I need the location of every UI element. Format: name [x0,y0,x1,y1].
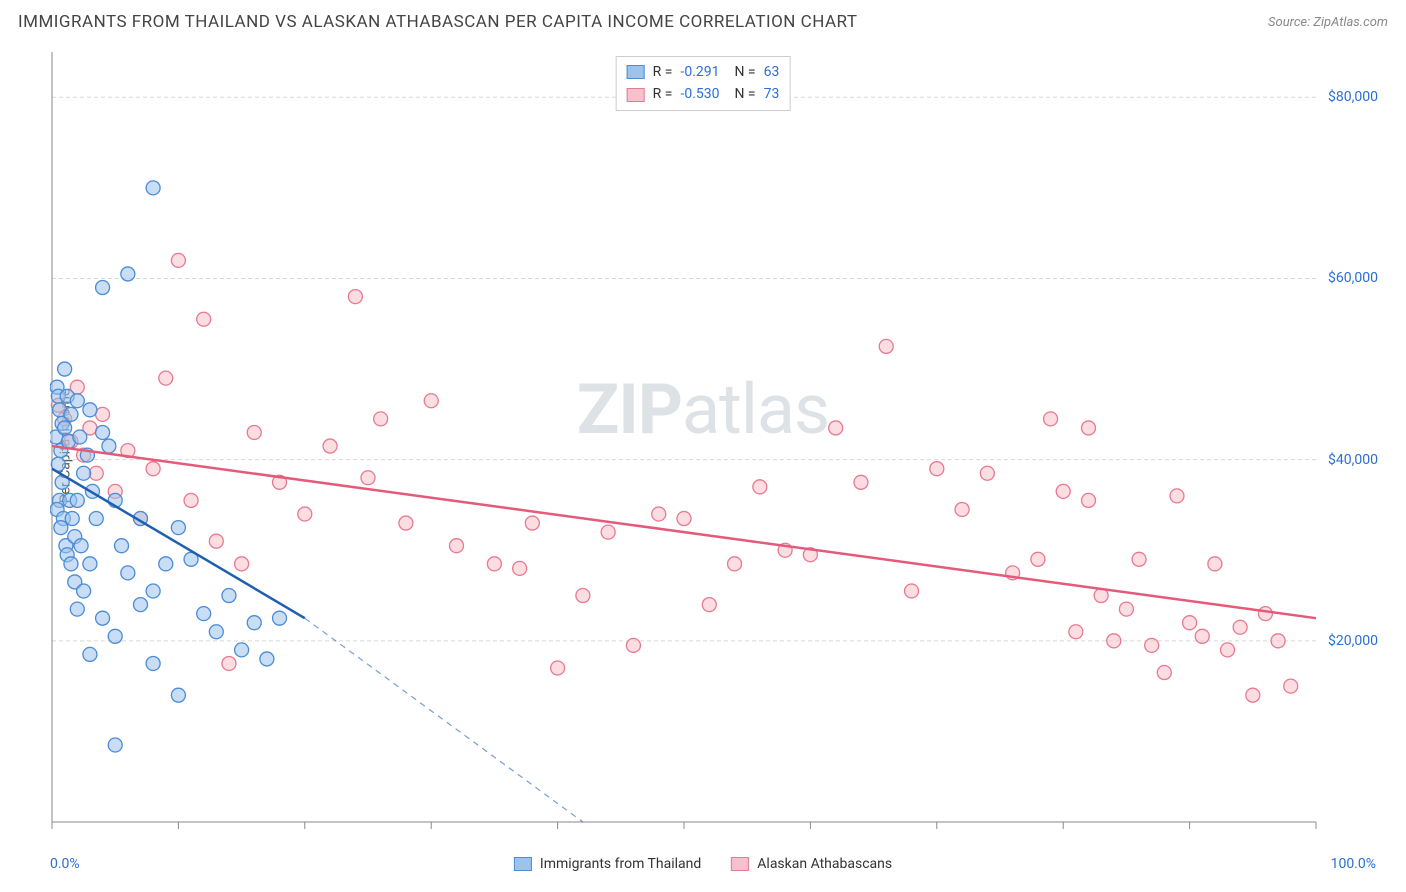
swatch-blue [514,857,532,871]
legend-row-blue: R = -0.291 N = 63 [627,61,780,83]
n-label: N = [728,83,756,105]
r-label: R = [653,61,673,83]
n-label: N = [728,61,756,83]
n-value-blue: 63 [764,61,780,83]
legend-row-pink: R = -0.530 N = 73 [627,83,780,105]
r-value-pink: -0.530 [680,83,719,105]
legend-item-blue: Immigrants from Thailand [514,856,701,872]
swatch-pink [627,88,645,102]
series-legend: Immigrants from Thailand Alaskan Athabas… [514,856,892,872]
swatch-pink [731,857,749,871]
chart-title: IMMIGRANTS FROM THAILAND VS ALASKAN ATHA… [18,12,858,32]
y-tick-label: $80,000 [1328,89,1378,105]
y-tick-label: $20,000 [1328,633,1378,649]
legend-item-pink: Alaskan Athabascans [731,856,892,872]
r-value-blue: -0.291 [680,61,719,83]
x-axis-min: 0.0% [50,856,80,872]
scatter-chart [50,50,1386,842]
legend-label-blue: Immigrants from Thailand [540,856,701,872]
source-label: Source: ZipAtlas.com [1268,15,1388,30]
n-value-pink: 73 [764,83,780,105]
chart-area [50,50,1386,842]
legend-label-pink: Alaskan Athabascans [757,856,892,872]
swatch-blue [627,65,645,79]
correlation-legend: R = -0.291 N = 63 R = -0.530 N = 73 [616,56,791,111]
y-tick-label: $40,000 [1328,452,1378,468]
y-tick-label: $60,000 [1328,270,1378,286]
r-label: R = [653,83,673,105]
x-axis-max: 100.0% [1331,856,1376,872]
